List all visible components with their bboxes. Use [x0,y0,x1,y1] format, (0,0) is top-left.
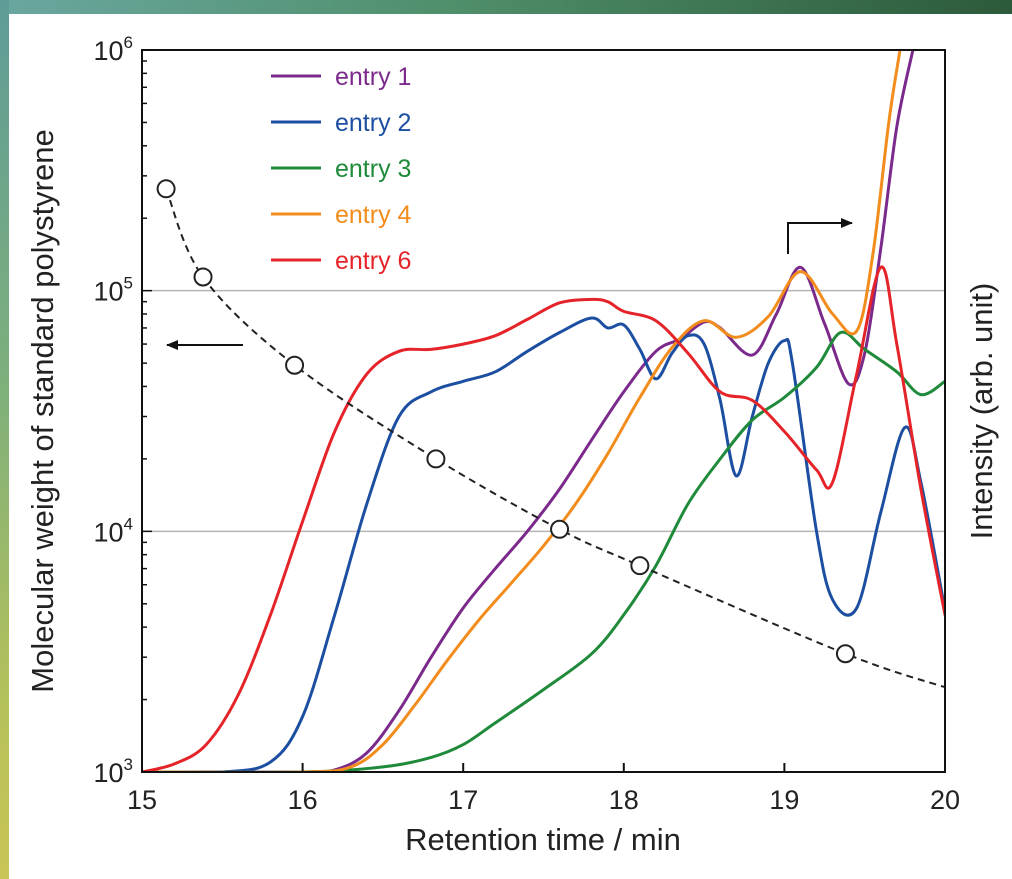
calibration-point [631,557,648,574]
legend-label: entry 1 [335,63,411,91]
x-tick-labels: 15 16 17 18 19 20 [127,785,960,815]
legend-label: entry 6 [335,247,411,275]
gpc-chart: 15 16 17 18 19 20 103 104 105 106 Retention time… [9,14,1012,879]
series-layer [142,50,945,773]
series-line-entry-1 [142,50,913,772]
series-line-entry-4 [142,50,900,772]
calibration-point [195,268,212,285]
y-tick-label: 105 [93,274,133,307]
legend-label: entry 3 [335,155,411,183]
legend: entry 1 entry 2 entry 3 entry 4 entry 6 [271,63,412,275]
legend-entry: entry 1 [271,63,411,91]
legend-entry: entry 6 [271,247,411,275]
calibration-point [837,645,854,662]
legend-entry: entry 4 [271,201,412,229]
y-axis-title: Molecular weight of standard polystyrene [25,129,60,692]
legend-label: entry 4 [335,201,412,229]
y-tick-labels: 103 104 105 106 [93,33,133,788]
x-axis-title: Retention time / min [405,822,681,857]
x-tick-label: 16 [288,785,318,815]
right-axis-arrow [788,223,852,254]
series-line-entry-3 [142,332,945,772]
axis-ticks [142,50,945,772]
legend-entry: entry 2 [271,109,411,137]
x-tick-label: 19 [769,785,799,815]
calibration-layer [158,180,945,687]
calibration-point [158,180,175,197]
axis-arrows [167,223,852,345]
x-tick-label: 17 [448,785,478,815]
x-tick-label: 18 [609,785,639,815]
y-tick-label: 106 [93,33,133,66]
x-tick-label: 20 [930,785,960,815]
calibration-curve [166,189,945,687]
x-tick-label: 15 [127,785,157,815]
top-frame-band [0,0,1012,14]
y-tick-label: 104 [93,514,133,547]
legend-entry: entry 3 [271,155,411,183]
y-tick-label: 103 [93,755,133,788]
right-axis-title: Intensity (arb. unit) [964,283,999,540]
calibration-point [551,521,568,538]
left-frame-band [0,0,9,879]
calibration-point [286,357,303,374]
legend-label: entry 2 [335,109,411,137]
calibration-point [427,450,444,467]
plot-frame [142,50,945,772]
chart-canvas: 15 16 17 18 19 20 103 104 105 106 Retention time… [9,14,1012,879]
